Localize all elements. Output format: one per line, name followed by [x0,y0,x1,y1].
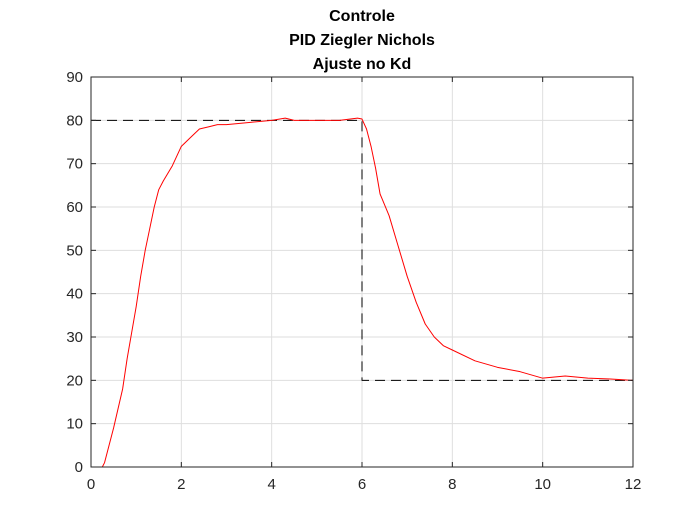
y-tick-label: 50 [66,242,83,259]
y-tick-label: 80 [66,112,83,129]
y-tick-label: 20 [66,372,83,389]
x-tick-label: 2 [177,476,185,493]
y-tick-labels: 0 10 20 30 40 50 60 70 80 90 [66,69,83,476]
x-tick-labels: 0 2 4 6 8 10 12 [87,476,642,493]
setpoint-line [91,119,633,381]
x-tick-label: 8 [448,476,456,493]
title-line-2: PID Ziegler Nichols [289,32,435,49]
y-tick-label: 40 [66,286,83,303]
y-tick-label: 70 [66,156,83,173]
title-line-1: Controle [329,8,395,25]
x-tick-label: 6 [358,476,366,493]
title-line-3: Ajuste no Kd [313,56,412,73]
chart-title: Controle PID Ziegler Nichols Ajuste no K… [289,8,435,73]
x-tick-label: 0 [87,476,95,493]
y-tick-label: 60 [66,199,83,216]
x-tick-label: 12 [625,476,642,493]
response-line [91,117,634,468]
ticks [90,76,634,468]
x-tick-label: 10 [534,476,551,493]
y-tick-label: 0 [75,459,83,476]
y-tick-label: 90 [66,69,83,86]
y-tick-label: 30 [66,329,83,346]
y-tick-label: 10 [66,416,83,433]
series [91,117,634,468]
x-tick-label: 4 [267,476,275,493]
